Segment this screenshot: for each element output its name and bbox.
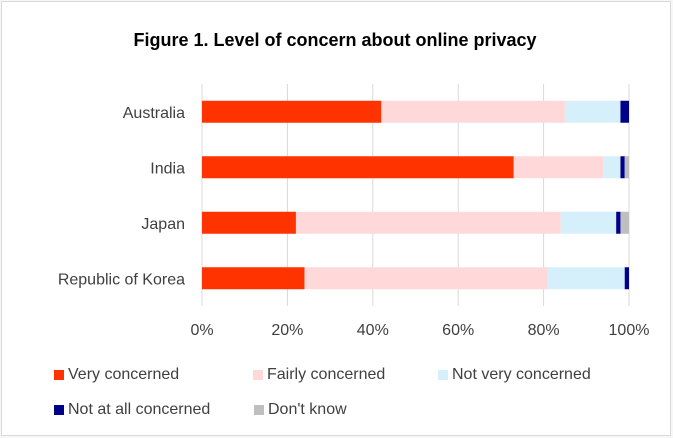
x-tick-label: 20% bbox=[271, 322, 303, 339]
x-tick-label: 80% bbox=[528, 322, 560, 339]
bar-segment bbox=[624, 156, 629, 179]
bar-segment bbox=[202, 100, 382, 123]
bars bbox=[202, 100, 629, 290]
category-label: India bbox=[150, 160, 185, 177]
category-label: Australia bbox=[123, 105, 185, 122]
x-tick-label: 100% bbox=[609, 322, 650, 339]
bar-segment bbox=[620, 211, 629, 234]
bar-segment bbox=[304, 267, 548, 290]
bar-segment bbox=[547, 267, 625, 290]
bar-segment bbox=[513, 156, 604, 179]
bar-segment bbox=[620, 156, 625, 179]
category-label: Republic of Korea bbox=[58, 271, 185, 288]
x-tick-label: 60% bbox=[442, 322, 474, 339]
bar-segment bbox=[202, 267, 305, 290]
bar-segment bbox=[603, 156, 621, 179]
bar-segment bbox=[202, 211, 296, 234]
x-tick-labels: 0% 20% 40% 60% 80% 100% bbox=[190, 322, 649, 339]
bar-segment bbox=[381, 100, 565, 123]
bar-segment bbox=[624, 267, 629, 290]
category-label: Japan bbox=[141, 216, 185, 233]
bar-segment bbox=[620, 100, 629, 123]
x-tick-label: 0% bbox=[190, 322, 213, 339]
bar-segment bbox=[616, 211, 621, 234]
category-labels: Australia India Japan Republic of Korea bbox=[58, 105, 185, 289]
bar-segment bbox=[202, 156, 514, 179]
x-tick-label: 40% bbox=[357, 322, 389, 339]
chart-title: Figure 1. Level of concern about online … bbox=[133, 30, 537, 50]
bar-segment bbox=[564, 100, 621, 123]
bar-segment bbox=[560, 211, 617, 234]
bar-segment bbox=[295, 211, 561, 234]
